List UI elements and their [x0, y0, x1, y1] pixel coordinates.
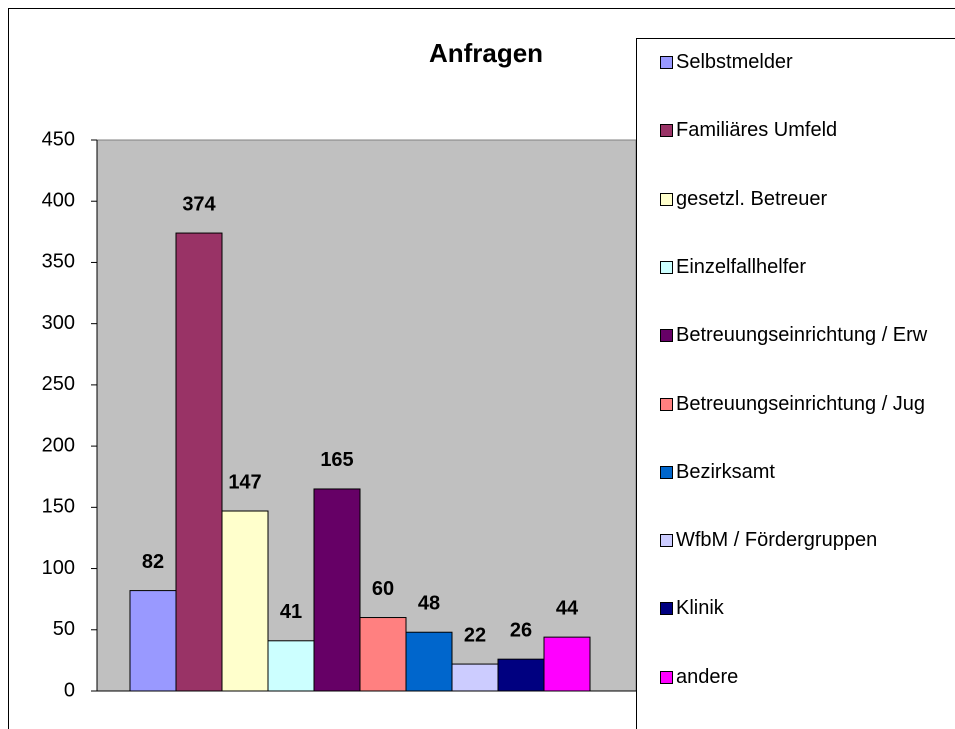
bar	[175, 232, 223, 692]
bar	[451, 663, 499, 692]
legend-marker	[660, 670, 673, 684]
y-tick-label: 150	[42, 496, 75, 518]
legend-marker	[660, 329, 673, 343]
chart-frame	[8, 8, 955, 729]
y-tick-label: 350	[42, 251, 75, 273]
legend-box	[636, 38, 955, 729]
legend-label: Selbstmelder	[676, 51, 793, 73]
data-label: 41	[280, 601, 302, 623]
legend-marker	[660, 534, 673, 548]
legend-marker	[660, 56, 673, 69]
bar	[359, 617, 407, 692]
bar	[267, 640, 315, 692]
data-label: 48	[418, 593, 440, 615]
legend-marker	[660, 124, 673, 138]
legend-label: Bezirksamt	[676, 460, 775, 483]
y-tick-label: 200	[42, 434, 75, 456]
data-label: 165	[320, 449, 353, 471]
data-label: 60	[372, 578, 394, 600]
legend-marker	[660, 192, 673, 206]
legend-label: WfbM / Fördergruppen	[676, 529, 878, 552]
bar	[129, 590, 177, 692]
bar	[313, 488, 361, 692]
y-tick-label: 400	[42, 190, 75, 212]
data-label: 44	[556, 597, 579, 619]
bar	[221, 510, 269, 692]
legend-label: andere	[676, 665, 739, 688]
legend-label: Klinik	[676, 597, 724, 620]
chart-title: Anfragen	[429, 38, 543, 68]
data-label: 26	[510, 619, 532, 641]
legend-label: Familiäres Umfeld	[676, 119, 838, 142]
y-tick-label: 100	[42, 557, 75, 579]
y-tick-label: 300	[42, 312, 75, 334]
bar	[405, 631, 453, 692]
legend-marker	[660, 260, 673, 274]
data-label: 147	[228, 471, 261, 493]
data-label: 82	[142, 551, 164, 573]
legend-marker	[660, 602, 673, 616]
legend-label: Betreuungseinrichtung / Jug	[676, 392, 926, 415]
bar	[543, 636, 591, 692]
data-label: 22	[464, 624, 486, 646]
legend-marker	[660, 465, 673, 479]
data-label: 374	[182, 193, 216, 215]
y-tick-label: 250	[42, 373, 75, 395]
y-tick-label: 50	[53, 618, 75, 640]
y-tick-label: 450	[42, 128, 75, 150]
legend-label: Betreuungseinrichtung / Erw	[676, 324, 928, 347]
y-tick-label: 0	[64, 679, 75, 701]
legend-label: Einzelfallhelfer	[676, 255, 807, 278]
bar	[497, 658, 545, 692]
legend-marker	[660, 397, 673, 411]
legend-label: gesetzl. Betreuer	[676, 187, 828, 210]
